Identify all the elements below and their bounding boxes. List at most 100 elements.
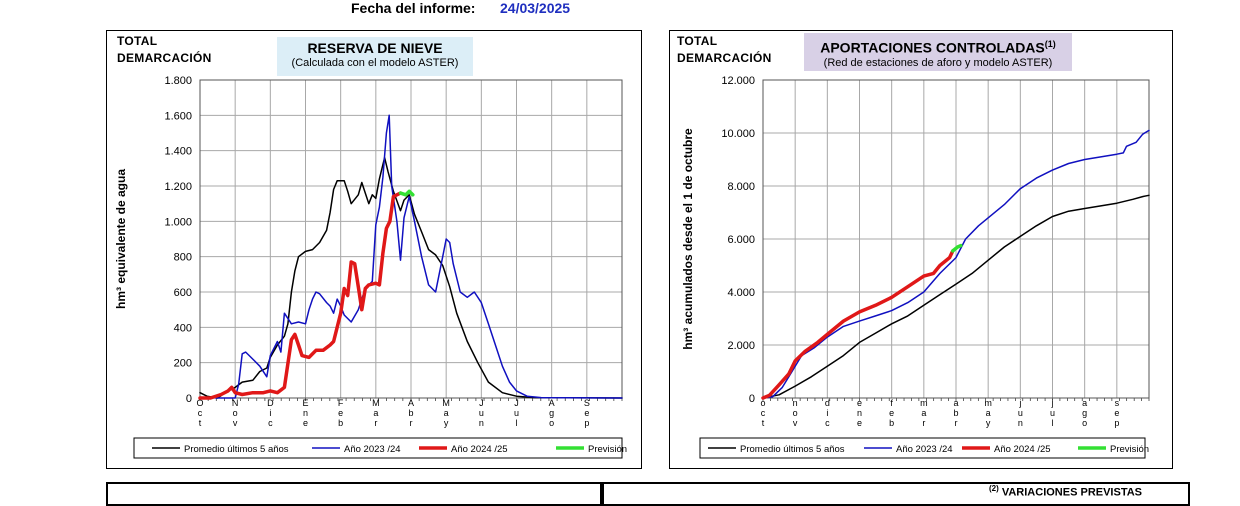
series-line-1 [762, 129, 1150, 399]
x-month-label: E [302, 398, 308, 408]
legend-label: Promedio últimos 5 años [740, 444, 845, 455]
legend-box [699, 437, 1146, 459]
y-tick-label: 1.600 [164, 110, 192, 122]
x-month-label: t [762, 418, 765, 428]
x-month-label: c [198, 408, 203, 418]
x-month-label: t [199, 418, 202, 428]
x-month-label: e [889, 408, 894, 418]
x-month-label: m [984, 398, 992, 408]
x-month-label: o [549, 418, 554, 428]
report-date-value: 24/03/2025 [500, 0, 571, 16]
y-tick-label: 1.000 [164, 216, 192, 228]
legend-label: Año 2024 /25 [451, 444, 508, 455]
variaciones-header: (2) VARIACIONES PREVISTAS [989, 484, 1142, 499]
x-month-label: v [793, 418, 798, 428]
plot-frame [762, 79, 1150, 399]
controlled-inflows-chart: 02.0004.0006.0008.00010.00012.000octnovd… [681, 75, 1150, 459]
x-month-label: p [1114, 418, 1119, 428]
x-month-label: N [232, 398, 239, 408]
y-axis-label: hm³ acumulados desde el 1 de octubre [681, 128, 695, 350]
variaciones-sup: (2) [989, 484, 999, 493]
legend-label: Previsión [588, 444, 627, 455]
x-month-label: b [889, 418, 894, 428]
x-month-label: b [338, 418, 343, 428]
y-tick-label: 1.200 [164, 181, 192, 193]
x-month-label: o [233, 408, 238, 418]
legend-label: Año 2023 /24 [344, 444, 401, 455]
x-month-label: f [890, 398, 893, 408]
legend-label: Previsión [1110, 444, 1149, 455]
x-month-label: J [479, 398, 484, 408]
x-month-label: c [825, 418, 830, 428]
x-month-label: n [303, 408, 308, 418]
x-month-label: e [303, 418, 308, 428]
y-tick-label: 12.000 [721, 75, 755, 87]
x-month-label: e [857, 418, 862, 428]
x-month-label: A [408, 398, 414, 408]
x-month-label: g [549, 408, 554, 418]
report-header: Fecha del informe: 24/03/2025 [0, 0, 1240, 18]
x-month-label: a [953, 398, 958, 408]
x-month-label: c [761, 408, 766, 418]
y-tick-label: 10.000 [721, 128, 755, 140]
y-axis-label: hm³ equivalente de agua [114, 169, 128, 309]
variaciones-text: VARIACIONES PREVISTAS [1001, 486, 1143, 499]
x-month-label: o [1082, 418, 1087, 428]
x-month-label: o [760, 398, 765, 408]
x-month-label: a [1082, 398, 1087, 408]
y-tick-label: 2.000 [727, 340, 755, 352]
x-month-label: J [514, 398, 519, 408]
corner-label: TOTAL DEMARCACIÓN [117, 33, 212, 67]
legend-label: Año 2024 /25 [994, 444, 1051, 455]
series-line-2 [761, 249, 955, 400]
x-month-label: e [857, 398, 862, 408]
chart-title-sup: (1) [1044, 39, 1056, 49]
x-month-label: u [1018, 408, 1023, 418]
x-month-label: F [338, 398, 344, 408]
corner-label-line1: TOTAL [677, 34, 718, 48]
report-date-label: Fecha del informe: [351, 0, 476, 16]
legend-box [133, 437, 623, 459]
series-line-3 [398, 189, 415, 197]
x-month-label: c [268, 418, 273, 428]
x-month-label: g [1082, 408, 1087, 418]
x-month-label: p [584, 418, 589, 428]
x-month-label: u [514, 408, 519, 418]
x-month-label: y [444, 418, 449, 428]
plot-frame [199, 79, 623, 399]
corner-label-line2: DEMARCACIÓN [677, 51, 772, 65]
snow-reserve-chart: 0 200 400 600 800 1.000 1.200 1.400 1.600 1.800 Oc… [114, 75, 627, 459]
x-month-label: D [267, 398, 274, 408]
chart-title: RESERVA DE NIEVE [307, 40, 443, 56]
x-month-label: j [1018, 398, 1021, 408]
x-month-label: r [922, 418, 925, 428]
snow-reserve-panel: TOTAL DEMARCACIÓN RESERVA DE NIEVE (Calc… [106, 30, 642, 469]
x-month-label: e [1114, 408, 1119, 418]
chart-subtitle: (Calculada con el modelo ASTER) [291, 57, 459, 69]
x-month-label: u [1050, 408, 1055, 418]
y-tick-label: 600 [174, 287, 192, 299]
x-month-label: v [233, 418, 238, 428]
x-month-label: r [410, 418, 413, 428]
chart-title: APORTACIONES CONTROLADAS(1) [804, 36, 1072, 57]
x-month-label: a [373, 408, 378, 418]
series-line-3 [951, 243, 963, 253]
x-month-label: r [374, 418, 377, 428]
y-tick-label: 1.800 [164, 75, 192, 87]
x-month-label: S [584, 398, 590, 408]
x-month-label: a [921, 408, 926, 418]
x-month-label: n [857, 408, 862, 418]
y-tick-label: 4.000 [727, 287, 755, 299]
x-month-label: e [338, 408, 343, 418]
x-month-label: d [825, 398, 830, 408]
corner-label-line1: TOTAL [117, 34, 158, 48]
x-month-label: n [1018, 418, 1023, 428]
x-month-label: r [955, 418, 958, 428]
bottom-table-left-cell [106, 482, 604, 506]
chart-title-box: APORTACIONES CONTROLADAS(1) (Red de esta… [804, 33, 1072, 71]
series-line-1 [199, 114, 623, 399]
x-month-label: b [408, 408, 413, 418]
x-month-label: u [479, 408, 484, 418]
chart-subtitle: (Red de estaciones de aforo y modelo AST… [823, 56, 1053, 69]
y-tick-label: 1.400 [164, 146, 192, 158]
